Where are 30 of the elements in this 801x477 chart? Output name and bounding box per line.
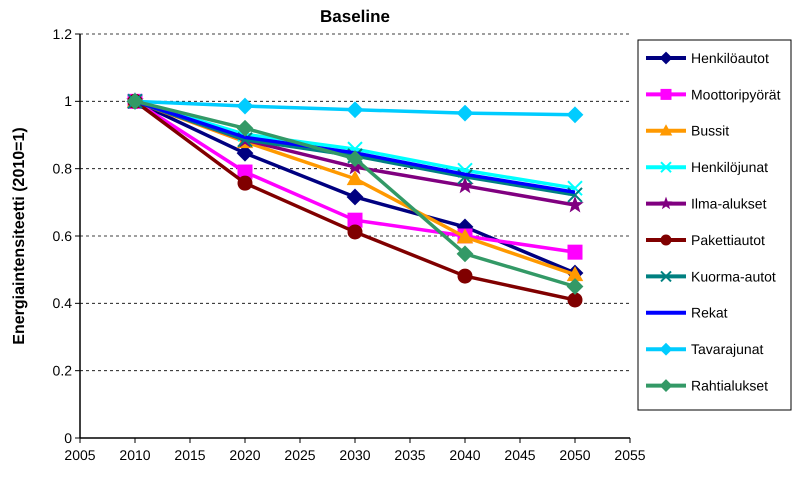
legend-label: Bussit (691, 122, 730, 139)
legend-label: Moottoripyörät (691, 86, 781, 102)
chart-title: Baseline (320, 7, 390, 26)
legend-label: Rahtialukset (691, 378, 768, 394)
legend-label: Henkilöautot (691, 50, 769, 66)
y-tick-label: 0.8 (52, 160, 72, 177)
x-tick-label: 2030 (339, 447, 371, 463)
legend-label: Henkilöjunat (691, 159, 768, 176)
y-tick-label: 1.2 (52, 26, 72, 42)
x-tick-label: 2010 (119, 447, 151, 463)
x-tick-label: 2025 (284, 447, 316, 463)
x-tick-label: 2015 (174, 447, 206, 463)
x-tick-label: 2045 (504, 447, 536, 463)
legend-label: Pakettiautot (691, 232, 766, 248)
x-tick-label: 2005 (64, 447, 96, 463)
legend-label: Ilma-alukset (691, 196, 767, 212)
x-tick-label: 2035 (394, 447, 426, 463)
legend-label: Kuorma-autot (691, 268, 776, 284)
y-tick-label: 0.2 (52, 362, 72, 379)
x-tick-label: 2040 (449, 447, 481, 463)
x-tick-label: 2050 (559, 447, 591, 463)
y-axis-title: Energiaintensiteetti (2010=1) (11, 127, 28, 345)
y-tick-label: 0.4 (52, 295, 72, 312)
y-tick-label: 0 (64, 430, 72, 446)
legend-label: Rekat (691, 304, 728, 321)
y-tick-label: 0.6 (52, 228, 72, 244)
y-tick-label: 1 (64, 93, 72, 110)
x-tick-label: 2020 (229, 447, 261, 463)
legend-label: Tavarajunat (691, 341, 764, 358)
x-tick-label: 2055 (614, 447, 646, 463)
